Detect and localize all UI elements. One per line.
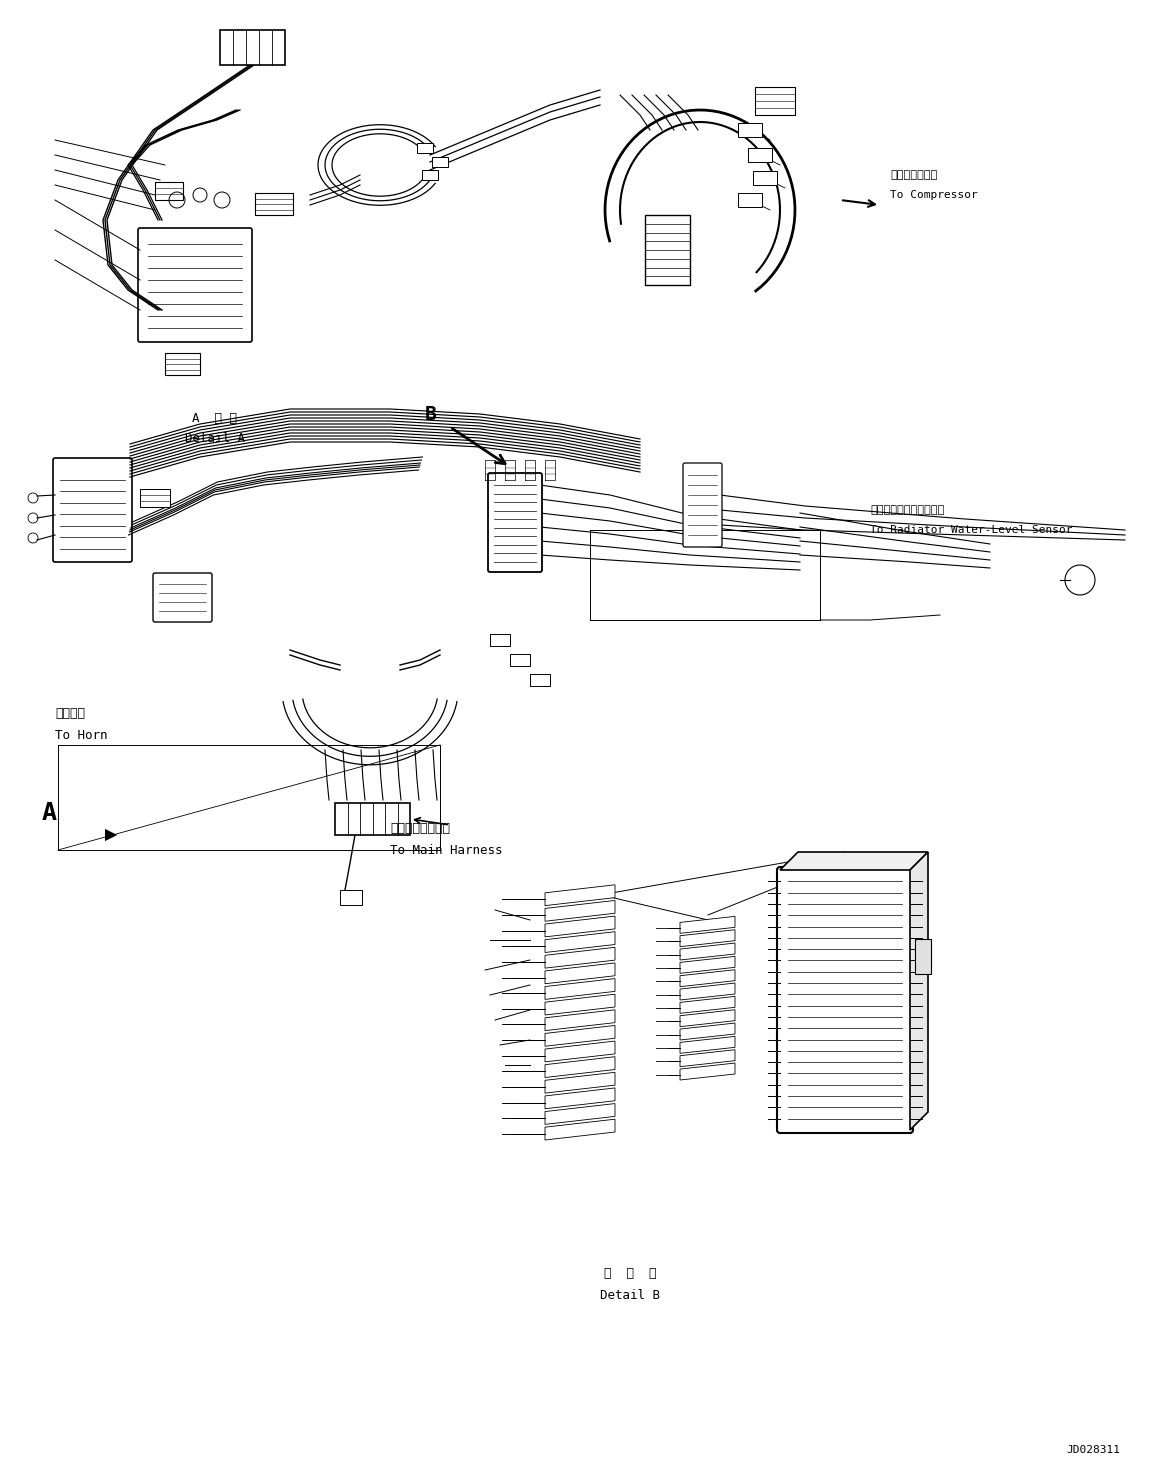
Polygon shape	[545, 1026, 615, 1046]
Polygon shape	[545, 1057, 615, 1077]
Bar	[422, 170, 438, 181]
Text: To Main Harness: To Main Harness	[390, 844, 502, 857]
Polygon shape	[680, 943, 735, 961]
Bar	[748, 148, 772, 161]
Text: To Horn: To Horn	[55, 730, 107, 741]
Bar	[739, 123, 762, 138]
Polygon shape	[680, 1009, 735, 1027]
Polygon shape	[545, 947, 615, 968]
Text: ラジェータ水位センサへ: ラジェータ水位センサへ	[870, 505, 944, 515]
Polygon shape	[545, 1009, 615, 1030]
Bar	[511, 654, 530, 666]
Bar	[335, 804, 411, 835]
Bar	[915, 938, 932, 974]
Bar	[752, 172, 777, 185]
Polygon shape	[545, 932, 615, 953]
Bar	[220, 30, 285, 65]
Polygon shape	[545, 1104, 615, 1125]
Text: JD028311: JD028311	[1066, 1444, 1120, 1455]
Bar	[418, 144, 433, 152]
Polygon shape	[545, 916, 615, 937]
Polygon shape	[545, 1073, 615, 1094]
Bar	[530, 673, 550, 687]
Polygon shape	[909, 852, 928, 1131]
Text: Detail A: Detail A	[185, 432, 245, 445]
Text: A: A	[42, 801, 57, 824]
Bar	[340, 889, 362, 904]
Polygon shape	[680, 1023, 735, 1040]
Polygon shape	[680, 983, 735, 1000]
Polygon shape	[545, 963, 615, 984]
Polygon shape	[680, 1049, 735, 1067]
Polygon shape	[545, 978, 615, 999]
Bar	[255, 192, 293, 215]
Text: To Compressor: To Compressor	[890, 189, 978, 200]
Bar	[155, 182, 183, 200]
FancyBboxPatch shape	[683, 463, 722, 548]
Bar	[755, 87, 795, 115]
Polygon shape	[545, 900, 615, 921]
Polygon shape	[680, 1063, 735, 1080]
FancyBboxPatch shape	[488, 474, 542, 571]
Text: To Radiator Water-Level Sensor: To Radiator Water-Level Sensor	[870, 525, 1072, 534]
Bar	[140, 488, 170, 508]
Polygon shape	[680, 1036, 735, 1054]
Polygon shape	[680, 956, 735, 974]
Bar	[490, 633, 511, 645]
Polygon shape	[780, 852, 928, 870]
FancyBboxPatch shape	[777, 867, 913, 1134]
Text: コンプレッサへ: コンプレッサへ	[890, 170, 937, 181]
Bar	[645, 215, 690, 286]
Bar	[165, 354, 200, 374]
Polygon shape	[680, 996, 735, 1014]
Polygon shape	[680, 969, 735, 987]
Polygon shape	[680, 916, 735, 934]
Polygon shape	[680, 929, 735, 947]
Polygon shape	[545, 885, 615, 906]
Text: ホーンへ: ホーンへ	[55, 707, 85, 719]
Polygon shape	[545, 1088, 615, 1109]
Text: メインハーネスへ: メインハーネスへ	[390, 821, 450, 835]
Bar	[431, 157, 448, 167]
Bar	[739, 192, 762, 207]
Text: 日  詳  細: 日 詳 細	[604, 1267, 656, 1280]
Polygon shape	[545, 995, 615, 1015]
Polygon shape	[545, 1040, 615, 1061]
Text: A  詳 細: A 詳 細	[193, 411, 237, 425]
Text: B: B	[424, 406, 437, 423]
Text: Detail B: Detail B	[600, 1289, 659, 1302]
Polygon shape	[545, 1119, 615, 1140]
